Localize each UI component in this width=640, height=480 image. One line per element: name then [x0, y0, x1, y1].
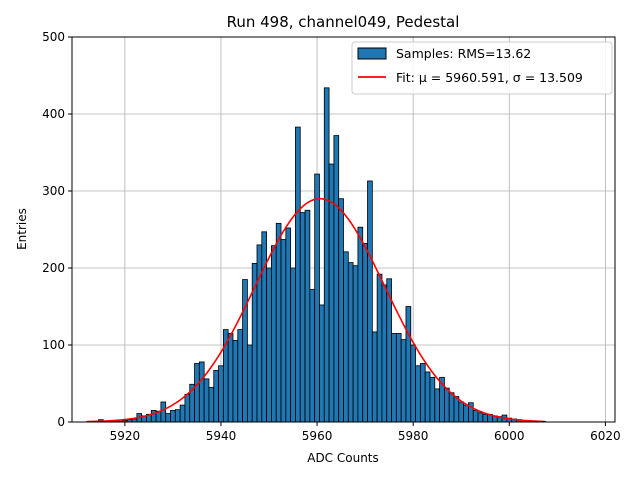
histogram-bar — [227, 333, 234, 423]
y-tick-label: 100 — [42, 338, 65, 352]
histogram-bar — [434, 388, 441, 423]
histogram-bar — [208, 386, 215, 423]
histogram-bar — [352, 265, 359, 423]
x-tick-label: 6020 — [590, 429, 621, 443]
histogram-bar — [179, 404, 186, 423]
histogram-bar — [160, 401, 167, 423]
histogram-bar — [280, 239, 287, 423]
histogram-bar — [198, 361, 205, 423]
x-tick-label: 6000 — [494, 429, 525, 443]
histogram-bar — [424, 371, 431, 423]
histogram-bar — [170, 410, 176, 423]
histogram-bar — [347, 262, 354, 423]
histogram-bar — [415, 365, 421, 423]
x-tick-label: 5920 — [110, 429, 141, 443]
histogram-bar — [184, 393, 191, 423]
x-tick-label: 5960 — [302, 429, 333, 443]
plot-frame — [71, 36, 616, 423]
histogram-bar — [290, 267, 296, 423]
histogram-bar — [165, 413, 171, 423]
histogram-bar — [256, 244, 263, 423]
x-axis-ticks: 5920 5940 5960 5980 6000 6020 — [110, 422, 621, 443]
histogram-bar — [405, 306, 412, 423]
histogram-bar — [299, 212, 306, 423]
histogram-bar — [391, 333, 397, 423]
y-tick-label: 200 — [42, 261, 65, 275]
histogram-bar — [376, 273, 383, 423]
histogram-bar — [295, 126, 301, 423]
histogram-bar — [400, 339, 407, 423]
histogram-bars — [88, 87, 546, 423]
y-tick-label: 0 — [57, 415, 65, 429]
histogram-bar — [338, 198, 344, 423]
histogram-bar — [472, 410, 479, 423]
fit-curve — [86, 197, 543, 423]
histogram-bar — [453, 396, 460, 423]
histogram-bar — [213, 370, 219, 423]
y-tick-label: 400 — [42, 107, 65, 121]
histogram-bar — [343, 251, 349, 423]
x-tick-label: 5940 — [206, 429, 237, 443]
histogram-bar — [304, 209, 311, 423]
y-axis-ticks: 0 100 200 300 400 500 — [42, 30, 72, 429]
y-tick-label: 500 — [42, 30, 65, 44]
histogram-bar — [218, 365, 224, 423]
histogram-bar — [275, 222, 282, 423]
legend-label-fit: Fit: μ = 5960.591, σ = 13.509 — [396, 70, 583, 85]
histogram-bar — [482, 413, 489, 423]
histogram-bar — [333, 135, 340, 423]
histogram-bar — [246, 344, 253, 423]
legend-label-samples: Samples: RMS=13.62 — [396, 46, 531, 61]
histogram-bar — [194, 363, 200, 423]
histogram-bar — [242, 279, 248, 423]
histogram-bar — [174, 409, 181, 423]
histogram-bar — [266, 267, 272, 423]
legend: Samples: RMS=13.62 Fit: μ = 5960.591, σ … — [351, 41, 613, 95]
histogram-bar — [410, 344, 416, 423]
histogram-bar — [395, 333, 402, 423]
histogram-bar — [371, 331, 378, 423]
histogram-bar — [357, 226, 364, 423]
histogram-bar — [477, 412, 484, 423]
histogram-bar — [237, 329, 243, 423]
histogram-bar — [323, 87, 330, 423]
legend-box — [351, 41, 613, 95]
chart-title: Run 498, channel049, Pedestal — [227, 13, 460, 31]
histogram-bar — [261, 231, 268, 423]
histogram-bar — [232, 339, 239, 423]
x-tick-label: 5980 — [398, 429, 429, 443]
legend-swatch-samples — [357, 47, 387, 60]
histogram-bar — [463, 404, 469, 423]
y-tick-label: 300 — [42, 184, 65, 198]
histogram-bar — [309, 289, 316, 423]
histogram-bar — [429, 376, 436, 423]
histogram-bar — [448, 392, 455, 423]
histogram-bar — [319, 304, 325, 423]
histogram-bar — [314, 173, 320, 423]
histogram-bar — [203, 378, 210, 423]
histogram-bar — [444, 387, 450, 423]
x-axis-label: ADC Counts — [307, 451, 379, 465]
histogram-bar — [362, 242, 368, 423]
histogram-bar — [271, 245, 277, 423]
y-axis-label: Entries — [15, 208, 29, 250]
histogram-bar — [458, 401, 465, 423]
histogram-bar — [419, 363, 426, 423]
histogram-bar — [381, 284, 388, 423]
histogram-bar — [367, 180, 373, 423]
histogram-bar — [285, 227, 292, 423]
